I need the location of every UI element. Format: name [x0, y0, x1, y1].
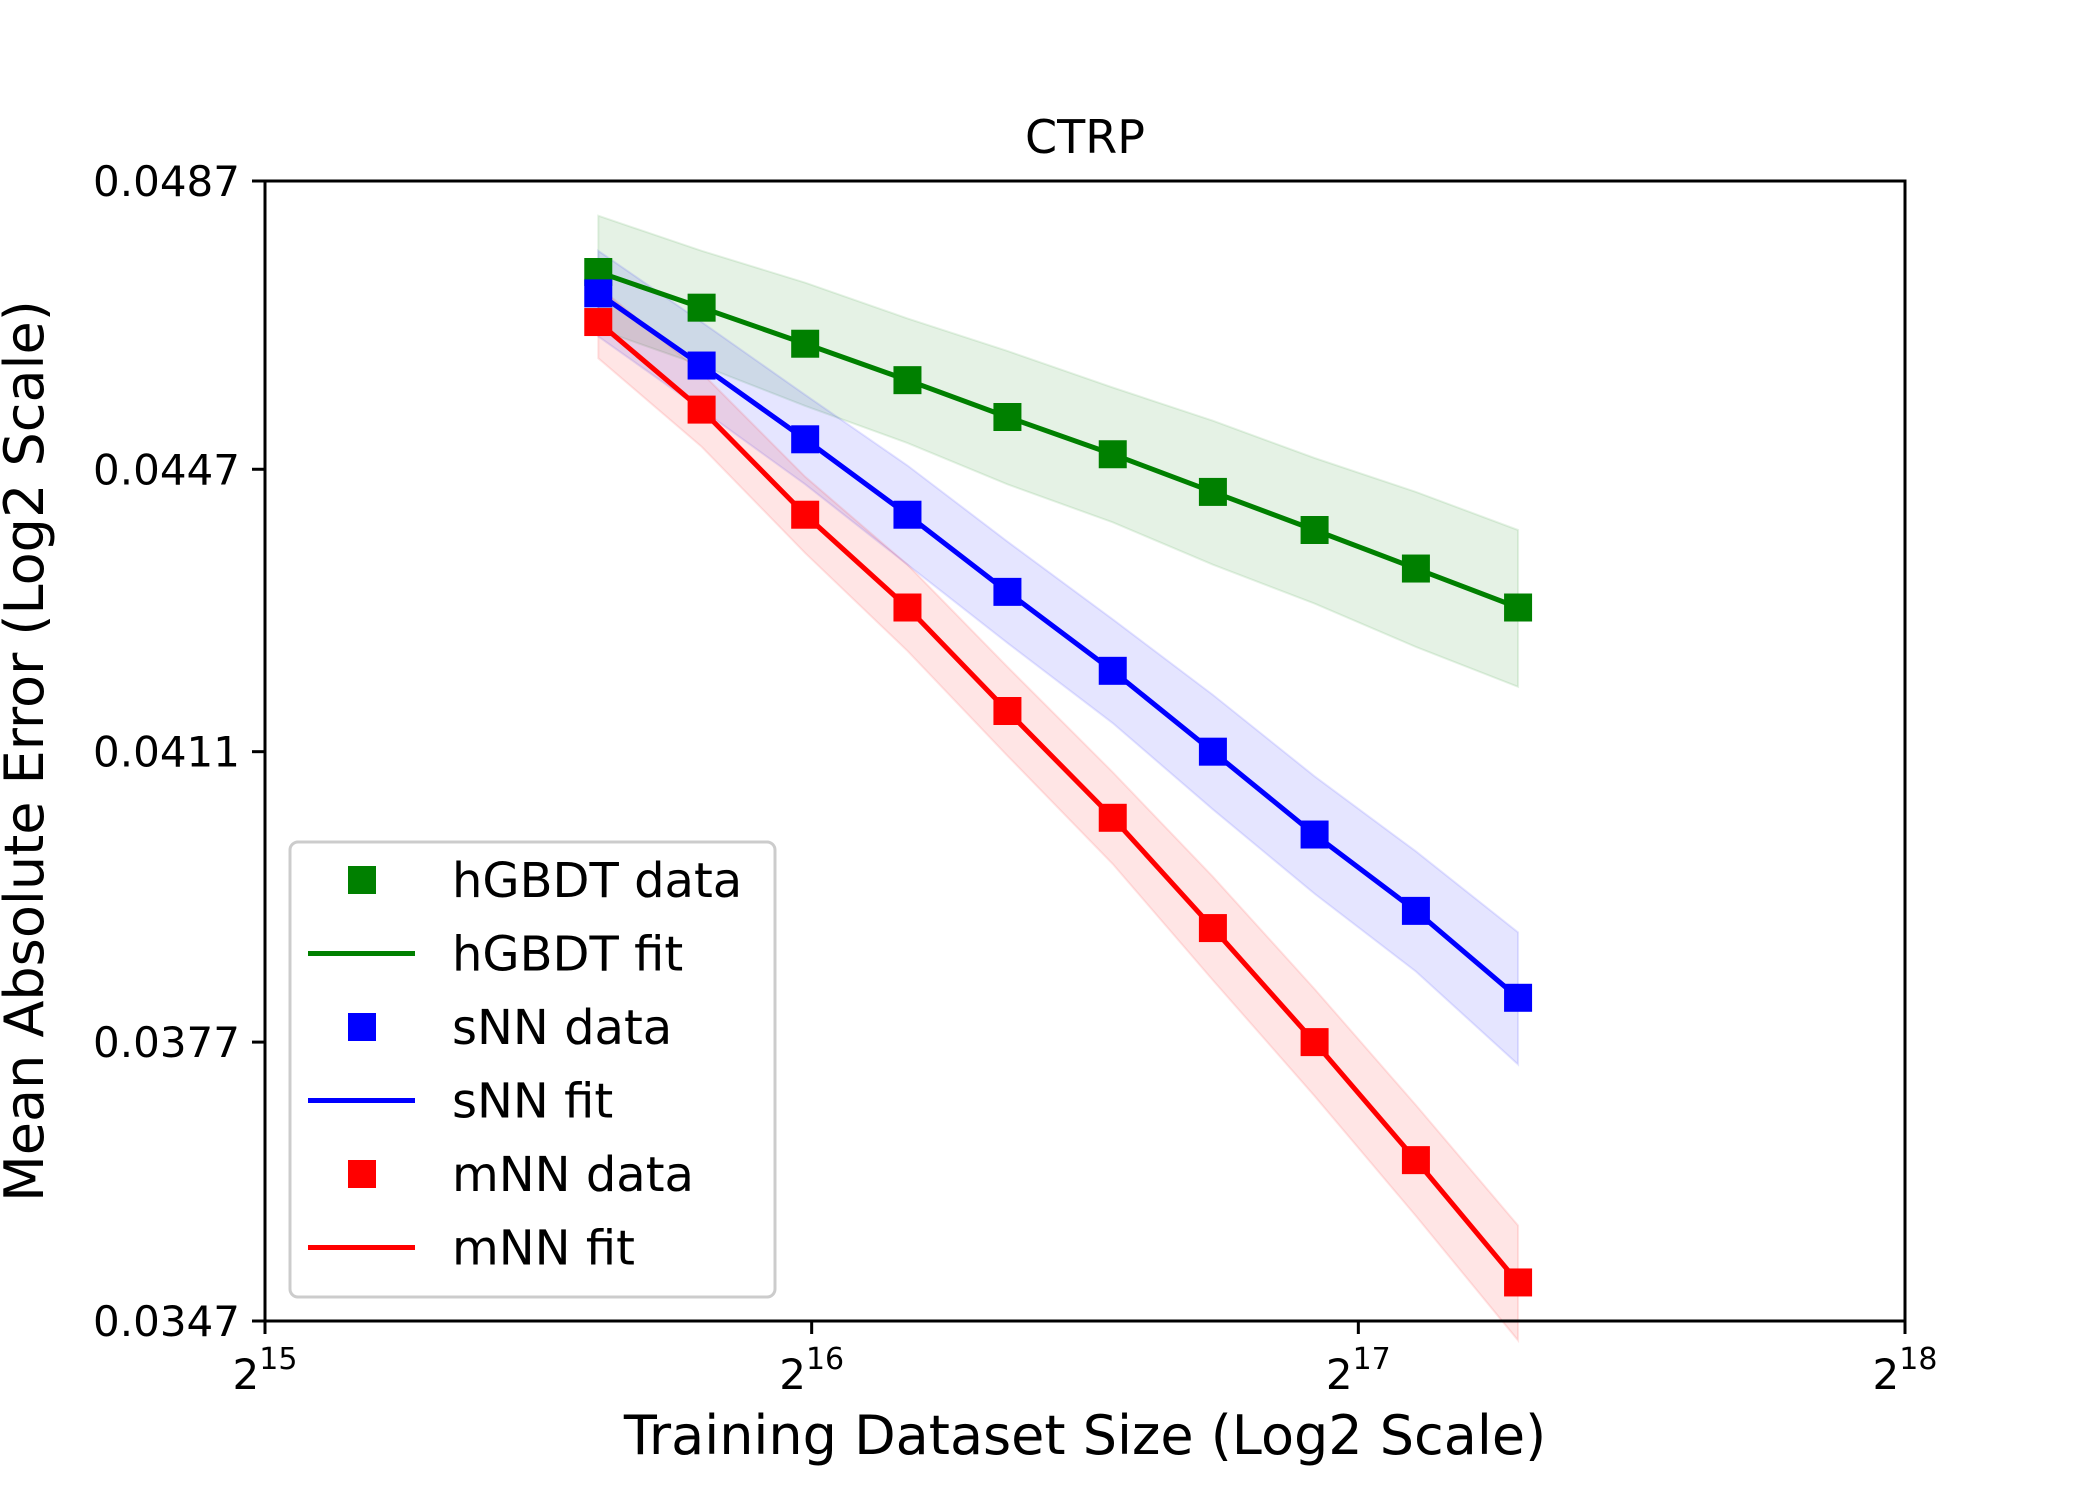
band-mNN	[597, 284, 1520, 1344]
y-tick-label-4: 0.0487	[93, 157, 240, 206]
y-tick-label-1: 0.0377	[93, 1018, 240, 1067]
legend-label-mNN-data: mNN data	[452, 1147, 694, 1203]
marker-mNN-2	[791, 500, 820, 529]
marker-mNN-0	[584, 308, 613, 337]
y-tick-label-3: 0.0447	[93, 445, 240, 494]
marker-sNN-5	[1098, 656, 1127, 685]
marker-hGBDT-5	[1098, 440, 1127, 469]
marker-hGBDT-1	[687, 293, 716, 322]
band-hGBDT	[597, 214, 1520, 689]
marker-hGBDT-4	[993, 403, 1022, 432]
marker-hGBDT-6	[1198, 477, 1227, 506]
marker-sNN-3	[893, 500, 922, 529]
marker-sNN-6	[1198, 737, 1227, 766]
marker-hGBDT-3	[893, 366, 922, 395]
x-tick-label-0: 215	[233, 1342, 298, 1399]
fit-lines	[596, 269, 1520, 1285]
legend: hGBDT data hGBDT fit sNN data sNN fit mNN da…	[288, 840, 777, 1299]
marker-mNN-6	[1198, 914, 1227, 943]
marker-hGBDT-7	[1300, 516, 1329, 545]
marker-mNN-5	[1098, 803, 1127, 832]
fit-line-mNN	[596, 320, 1520, 1285]
legend-label-sNN-data: sNN data	[452, 1000, 672, 1056]
marker-mNN-4	[993, 697, 1022, 726]
marker-sNN-1	[687, 351, 716, 380]
legend-label-hGBDT-data: hGBDT data	[452, 853, 742, 909]
marker-mNN-9	[1504, 1268, 1533, 1297]
marker-sNN-9	[1504, 983, 1533, 1012]
chart-title: CTRP	[1025, 110, 1145, 164]
x-axis-label: Training Dataset Size (Log2 Scale)	[623, 1404, 1546, 1467]
marker-mNN-7	[1300, 1028, 1329, 1057]
marker-hGBDT-2	[791, 329, 820, 358]
marker-hGBDT-8	[1401, 554, 1430, 583]
fit-line-sNN	[596, 291, 1520, 1000]
marker-sNN-8	[1401, 896, 1430, 925]
legend-marker-mNN	[348, 1160, 376, 1188]
legend-marker-hGBDT	[348, 866, 376, 894]
y-tick-label-2: 0.0411	[93, 728, 240, 777]
x-tick-label-1: 216	[779, 1342, 844, 1399]
x-tick-label-2: 217	[1326, 1342, 1391, 1399]
legend-label-hGBDT-fit: hGBDT fit	[452, 927, 683, 983]
marker-mNN-8	[1401, 1146, 1430, 1175]
marker-sNN-0	[584, 279, 613, 308]
marker-sNN-4	[993, 577, 1022, 606]
legend-items: hGBDT data hGBDT fit sNN data sNN fit mNN da…	[308, 853, 742, 1277]
legend-label-sNN-fit: sNN fit	[452, 1074, 613, 1130]
marker-hGBDT-9	[1504, 593, 1533, 622]
x-tick-label-3: 218	[1873, 1342, 1938, 1399]
marker-mNN-3	[893, 593, 922, 622]
marker-sNN-2	[791, 425, 820, 454]
y-tick-label-0: 0.0347	[93, 1297, 240, 1346]
y-axis-label: Mean Absolute Error (Log2 Scale)	[0, 300, 56, 1202]
y-axis: 0.0347 0.0377 0.0411 0.0447 0.0487	[93, 157, 265, 1346]
fit-line-hGBDT	[597, 269, 1519, 610]
legend-label-mNN-fit: mNN fit	[452, 1221, 635, 1277]
legend-marker-sNN	[348, 1013, 376, 1041]
marker-sNN-7	[1300, 820, 1329, 849]
x-axis: 215 216 217 218	[233, 1321, 1938, 1399]
marker-mNN-1	[687, 395, 716, 424]
data-markers	[584, 258, 1533, 1297]
